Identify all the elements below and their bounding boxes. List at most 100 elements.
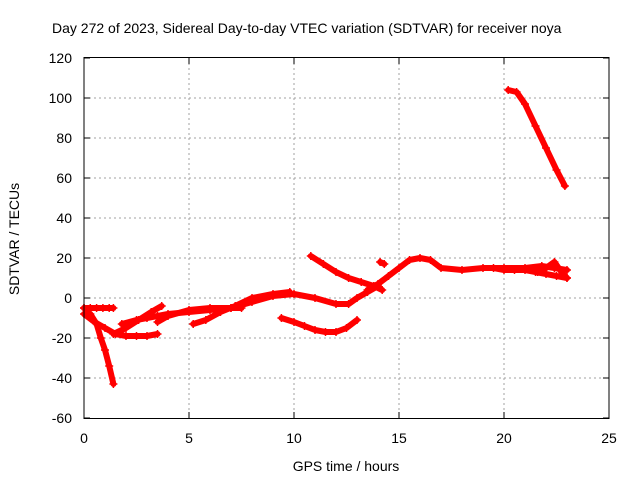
- data-point: [342, 324, 351, 332]
- x-tick-label: 25: [601, 430, 617, 446]
- y-tick-label: -40: [52, 370, 72, 386]
- data-point: [504, 86, 513, 94]
- data-point: [560, 182, 569, 190]
- data-point: [426, 256, 435, 264]
- x-tick-label: 5: [185, 430, 193, 446]
- x-tick-label: 20: [496, 430, 512, 446]
- series-track-14: [504, 86, 569, 190]
- y-tick-labels: -60 -40 -20 0 20 40 60 80 100 120: [49, 50, 73, 426]
- data-point: [380, 260, 389, 268]
- data-point: [90, 318, 99, 326]
- data-point: [185, 306, 193, 314]
- data-point: [319, 260, 328, 268]
- data-point: [201, 316, 210, 324]
- data-point: [344, 274, 353, 282]
- data-point: [285, 288, 294, 296]
- data-point: [332, 300, 340, 308]
- data-point: [231, 302, 240, 310]
- data-point: [143, 314, 151, 322]
- data-point: [533, 268, 542, 276]
- data-point: [101, 346, 109, 354]
- series-track-10: [363, 254, 571, 294]
- plot-frame: [83, 57, 610, 419]
- data-point: [109, 304, 118, 312]
- data-point: [353, 294, 361, 302]
- y-axis-label: SDTVAR / TECUs: [6, 183, 22, 295]
- data-point: [563, 266, 571, 274]
- data-point: [332, 328, 340, 336]
- data-point: [378, 286, 387, 294]
- y-tick-label: -60: [52, 410, 72, 426]
- data-point: [521, 266, 529, 274]
- data-point: [376, 258, 385, 266]
- series-track-13: [376, 258, 389, 268]
- y-tick-label: 40: [56, 210, 72, 226]
- data-point: [416, 254, 424, 262]
- data-point: [164, 312, 172, 320]
- data-point: [521, 100, 529, 108]
- series-track-7: [189, 288, 294, 328]
- data-point: [374, 280, 382, 288]
- data-point: [384, 272, 393, 280]
- data-point: [101, 324, 109, 332]
- series-line: [278, 315, 360, 335]
- data-point: [105, 362, 114, 370]
- x-tick-labels: 0 5 10 15 20 25: [80, 430, 617, 446]
- data-point: [552, 166, 561, 174]
- data-point: [363, 286, 372, 294]
- data-point: [332, 268, 340, 276]
- x-axis-label: GPS time / hours: [293, 458, 400, 474]
- data-point: [248, 294, 256, 302]
- data-point: [563, 274, 571, 282]
- y-tick-label: -20: [52, 330, 72, 346]
- x-tick-label: 0: [80, 430, 88, 446]
- data-point: [290, 318, 298, 326]
- data-point: [109, 330, 118, 338]
- grid-lines: [84, 58, 609, 418]
- data-point: [311, 294, 319, 302]
- data-point: [353, 316, 361, 324]
- data-point: [300, 322, 309, 330]
- y-tick-label: 60: [56, 170, 72, 186]
- data-point: [531, 122, 540, 130]
- data-point: [395, 264, 403, 272]
- data-point: [132, 332, 141, 340]
- y-tick-label: 100: [49, 90, 73, 106]
- data-point: [479, 264, 487, 272]
- data-point: [269, 290, 277, 298]
- chart-title: Day 272 of 2023, Sidereal Day-to-day VTE…: [52, 20, 562, 36]
- data-point: [552, 272, 561, 280]
- y-tick-label: 0: [64, 290, 72, 306]
- data-point: [550, 258, 559, 266]
- data-point: [512, 88, 521, 96]
- data-point: [542, 144, 550, 152]
- data-points: [80, 86, 571, 388]
- data-point: [122, 332, 130, 340]
- y-tick-label: 20: [56, 250, 72, 266]
- data-point: [405, 256, 414, 264]
- data-point: [558, 270, 567, 278]
- data-point: [500, 266, 508, 274]
- data-point: [510, 266, 519, 274]
- y-tick-label: 80: [56, 130, 72, 146]
- data-point: [109, 380, 118, 388]
- y-tick-label: 120: [49, 50, 73, 66]
- x-tick-label: 10: [286, 430, 302, 446]
- data-point: [344, 300, 353, 308]
- data-point: [437, 264, 445, 272]
- data-point: [153, 330, 162, 338]
- data-point: [489, 264, 498, 272]
- data-point: [306, 252, 315, 260]
- series-track-8: [277, 314, 361, 336]
- data-point: [458, 266, 466, 274]
- data-point: [311, 326, 319, 334]
- data-point: [321, 328, 330, 336]
- x-tick-label: 15: [391, 430, 407, 446]
- series-track-12: [533, 258, 571, 282]
- data-point: [157, 302, 166, 310]
- data-point: [117, 320, 126, 328]
- data-point: [143, 332, 151, 340]
- data-point: [216, 308, 225, 316]
- data-point: [357, 278, 366, 286]
